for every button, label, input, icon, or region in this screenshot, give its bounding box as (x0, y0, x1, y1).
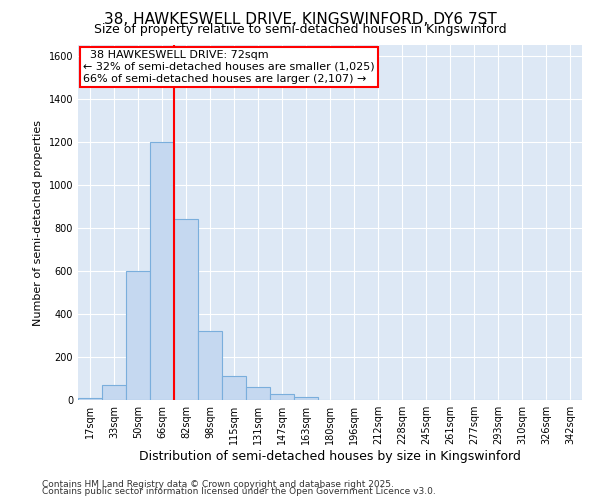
Text: 38, HAWKESWELL DRIVE, KINGSWINFORD, DY6 7ST: 38, HAWKESWELL DRIVE, KINGSWINFORD, DY6 … (104, 12, 496, 28)
X-axis label: Distribution of semi-detached houses by size in Kingswinford: Distribution of semi-detached houses by … (139, 450, 521, 463)
Text: Contains public sector information licensed under the Open Government Licence v3: Contains public sector information licen… (42, 487, 436, 496)
Bar (102, 385, 126, 400)
Bar (78, 398, 102, 400)
Y-axis label: Number of semi-detached properties: Number of semi-detached properties (33, 120, 43, 326)
Bar (174, 220, 198, 400)
Bar (294, 397, 318, 400)
Bar (126, 271, 150, 400)
Text: Contains HM Land Registry data © Crown copyright and database right 2025.: Contains HM Land Registry data © Crown c… (42, 480, 394, 489)
Text: 38 HAWKESWELL DRIVE: 72sqm
← 32% of semi-detached houses are smaller (1,025)
66%: 38 HAWKESWELL DRIVE: 72sqm ← 32% of semi… (83, 50, 374, 84)
Bar (198, 331, 222, 400)
Bar (222, 376, 246, 400)
Bar (150, 142, 174, 400)
Bar (246, 387, 270, 400)
Text: Size of property relative to semi-detached houses in Kingswinford: Size of property relative to semi-detach… (94, 22, 506, 36)
Bar (270, 394, 294, 400)
